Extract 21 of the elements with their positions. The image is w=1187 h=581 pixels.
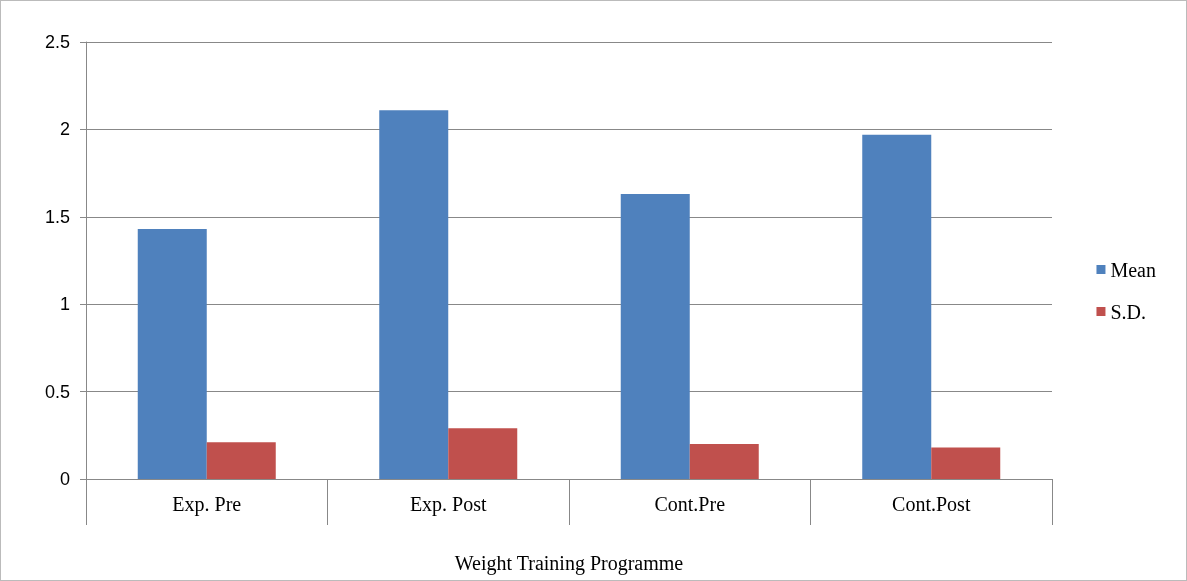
x-tick-label: Exp. Post (409, 493, 488, 516)
bar (620, 194, 690, 479)
legend-label: Mean (1110, 258, 1157, 281)
bar (206, 442, 276, 479)
y-tick-label: 1 (59, 294, 70, 315)
x-tick-label: Exp. Pre (172, 493, 242, 516)
bar (448, 428, 518, 479)
bar (862, 134, 932, 479)
bar (379, 110, 449, 479)
legend-label: S.D. (1110, 300, 1147, 323)
y-tick-label: 1.5 (44, 206, 70, 227)
bar (137, 229, 207, 479)
x-tick-label: Cont.Pre (654, 493, 726, 515)
y-tick-label: 2 (59, 119, 70, 140)
y-tick-label: 0.5 (44, 381, 70, 402)
bar (689, 444, 759, 479)
y-tick-label: 2.5 (44, 32, 70, 52)
y-tick-label: 0 (59, 469, 70, 489)
x-axis-title: Weight Training Programme (454, 552, 684, 575)
bar (931, 447, 1001, 479)
x-tick-label: Cont.Post (892, 493, 971, 515)
